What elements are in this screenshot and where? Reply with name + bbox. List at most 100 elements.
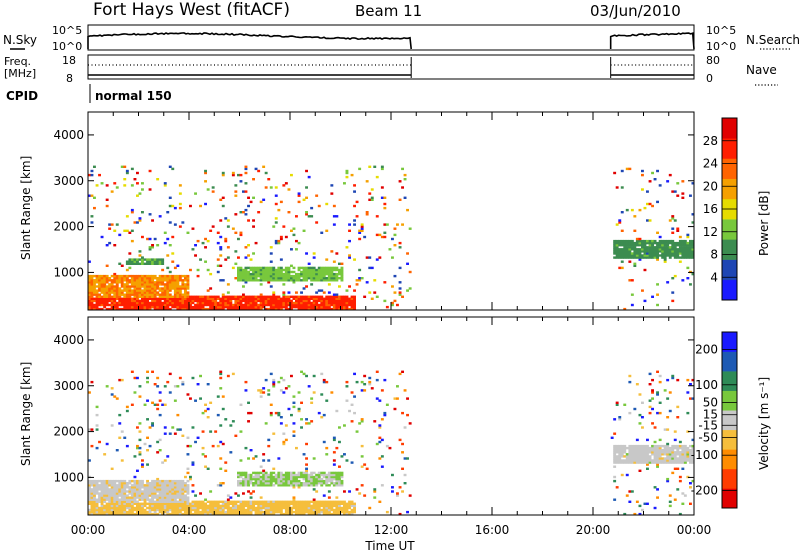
heatmap-cell	[181, 299, 185, 303]
heatmap-cell	[335, 307, 339, 311]
heatmap-cell	[178, 494, 182, 497]
heatmap-cell	[226, 246, 230, 249]
heatmap-cell	[214, 295, 218, 298]
heatmap-cell	[254, 473, 258, 477]
heatmap-cell	[691, 244, 695, 247]
heatmap-cell	[620, 248, 624, 251]
heatmap-cell	[330, 502, 334, 505]
heatmap-cell	[360, 455, 364, 458]
heatmap-cell	[302, 270, 306, 274]
heatmap-cell	[229, 512, 233, 516]
heatmap-cell	[181, 287, 185, 290]
heatmap-cell	[100, 287, 104, 290]
heatmap-cell	[678, 256, 682, 259]
heatmap-cell	[380, 186, 384, 189]
heatmap-cell	[355, 215, 359, 218]
heatmap-cell	[618, 457, 622, 460]
heatmap-cell	[350, 303, 354, 307]
heatmap-cell	[656, 459, 659, 462]
heatmap-cell	[259, 274, 263, 278]
heatmap-cell	[656, 256, 659, 259]
heatmap-cell	[229, 506, 233, 510]
heatmap-cell	[239, 272, 243, 276]
heatmap-cell	[133, 258, 137, 261]
heatmap-cell	[98, 479, 101, 483]
heatmap-cell	[115, 301, 119, 305]
heatmap-cell	[95, 413, 99, 417]
nave-tick-top: 80	[706, 54, 720, 67]
heatmap-cell	[138, 219, 142, 222]
heatmap-cell	[292, 498, 296, 501]
heatmap-cell	[108, 223, 112, 226]
heatmap-cell	[242, 307, 245, 311]
heatmap-cell	[151, 486, 154, 489]
heatmap-cell	[625, 239, 629, 243]
heatmap-cell	[259, 395, 263, 398]
heatmap-cell	[315, 301, 319, 305]
heatmap-cell	[360, 484, 364, 487]
heatmap-cell	[186, 436, 190, 439]
heatmap-cell	[651, 171, 654, 175]
heatmap-cell	[252, 268, 255, 272]
heatmap-cell	[305, 502, 308, 505]
heatmap-cell	[292, 277, 296, 280]
heatmap-cell	[300, 504, 303, 508]
heatmap-cell	[350, 173, 354, 177]
heatmap-cell	[123, 496, 127, 499]
heatmap-cell	[320, 500, 324, 503]
heatmap-cell	[138, 504, 142, 508]
heatmap-cell	[295, 479, 298, 483]
heatmap-cell	[267, 477, 271, 481]
heatmap-cell	[646, 438, 649, 442]
heatmap-cell	[105, 442, 109, 446]
heatmap-cell	[252, 457, 255, 460]
heatmap-cell	[181, 380, 185, 384]
heatmap-cell	[317, 268, 321, 272]
heatmap-cell	[158, 506, 162, 510]
heatmap-cell	[368, 291, 372, 294]
heatmap-cell	[653, 426, 657, 429]
heatmap-cell	[166, 502, 170, 505]
heatmap-cell	[252, 272, 255, 276]
heatmap-cell	[678, 235, 682, 239]
heatmap-cell	[118, 413, 122, 417]
heatmap-cell	[166, 494, 170, 497]
heatmap-cell	[681, 446, 685, 450]
heatmap-cell	[204, 202, 207, 206]
heatmap-cell	[125, 512, 129, 516]
heatmap-cell	[295, 446, 298, 450]
heatmap-cell	[257, 502, 261, 505]
heatmap-cell	[95, 293, 99, 296]
heatmap-cell	[686, 241, 690, 245]
heatmap-cell	[269, 482, 273, 485]
colorbar-segment	[722, 468, 737, 489]
heatmap-cell	[239, 506, 243, 510]
heatmap-cell	[130, 293, 134, 296]
heatmap-cell	[95, 492, 99, 495]
heatmap-cell	[201, 500, 205, 503]
heatmap-cell	[252, 482, 255, 485]
heatmap-cell	[143, 504, 147, 508]
heatmap-cell	[259, 477, 263, 481]
heatmap-cell	[221, 305, 225, 309]
heatmap-cell	[138, 258, 142, 261]
heatmap-cell	[163, 305, 167, 309]
heatmap-cell	[618, 446, 622, 450]
heatmap-cell	[330, 477, 334, 481]
heatmap-cell	[378, 256, 382, 259]
heatmap-cell	[327, 475, 331, 479]
heatmap-cell	[691, 272, 695, 276]
heatmap-cell	[398, 198, 402, 201]
heatmap-cell	[90, 173, 94, 177]
heatmap-cell	[661, 244, 665, 247]
heatmap-cell	[279, 512, 283, 516]
heatmap-cell	[277, 413, 281, 417]
heatmap-cell	[105, 504, 109, 508]
heatmap-cell	[166, 211, 170, 214]
heatmap-cell	[247, 279, 250, 282]
heatmap-cell	[686, 457, 690, 460]
heatmap-cell	[375, 442, 379, 446]
heatmap-cell	[186, 506, 190, 510]
heatmap-cell	[274, 473, 278, 477]
heatmap-cell	[206, 268, 210, 272]
